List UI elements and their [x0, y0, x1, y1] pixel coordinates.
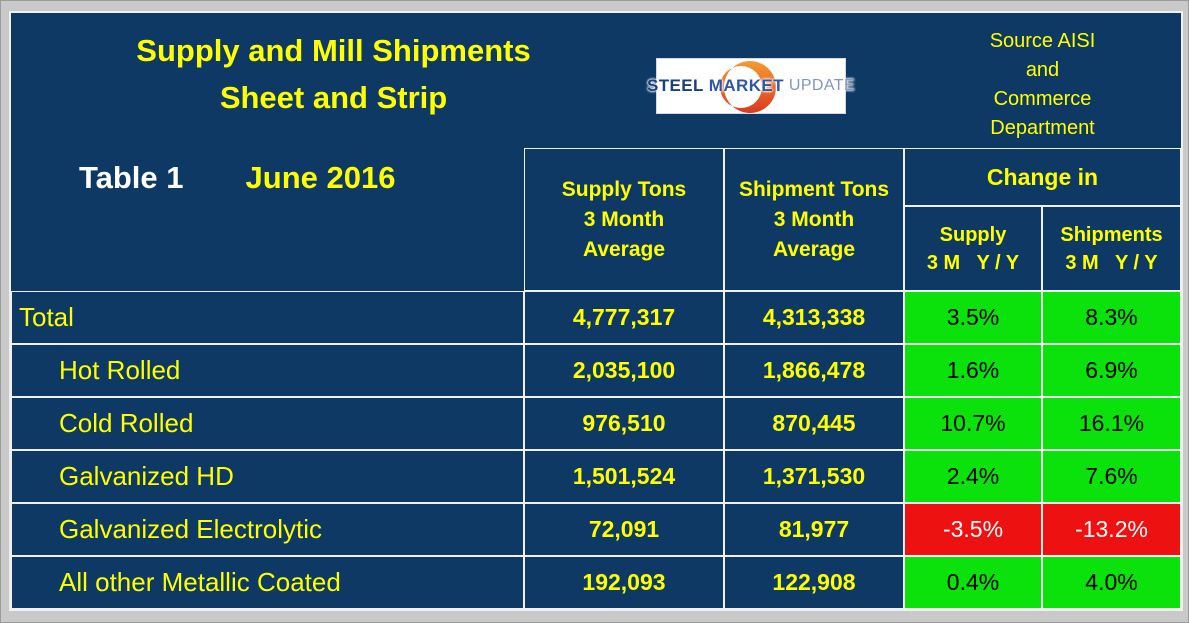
column-header-supply-tons: Supply Tons 3 Month Average	[524, 148, 724, 291]
supply-change-cell: 1.6%	[904, 344, 1042, 397]
header-line: Supply Tons	[561, 177, 687, 201]
logo-word-update: UPDATE	[788, 77, 856, 94]
column-header-change-shipments: Shipments 3 M Y / Y	[1042, 206, 1181, 291]
top-band: Supply and Mill Shipments Sheet and Stri…	[11, 13, 1181, 148]
source-line: Commerce	[993, 88, 1092, 110]
source-note: Source AISI and Commerce Department	[904, 27, 1181, 143]
row-label: Cold Rolled	[11, 397, 524, 450]
shipment-value: 1,371,530	[724, 450, 904, 503]
table-grid: Supply and Mill Shipments Sheet and Stri…	[11, 13, 1181, 609]
shipment-change-cell: 7.6%	[1042, 450, 1181, 503]
supply-change-cell: 2.4%	[904, 450, 1042, 503]
source-line: Department	[990, 117, 1095, 139]
shipment-change-cell: 4.0%	[1042, 556, 1181, 609]
header-line: Shipments	[1060, 223, 1163, 246]
logo-crescent-icon	[720, 61, 776, 113]
source-line: and	[1025, 59, 1060, 81]
header-line: Supply	[939, 223, 1007, 246]
shipment-change-cell: 8.3%	[1042, 291, 1181, 344]
shipment-value: 122,908	[724, 556, 904, 609]
column-header-shipment-tons: Shipment Tons 3 Month Average	[724, 148, 904, 291]
logo-text: STEEL MARKET UPDATE	[647, 59, 855, 113]
logo-word-steel: STEEL	[646, 76, 704, 95]
row-label: All other Metallic Coated	[11, 556, 524, 609]
supply-change-cell: 10.7%	[904, 397, 1042, 450]
row-label: Total	[11, 291, 524, 344]
supply-change-cell: 3.5%	[904, 291, 1042, 344]
supply-value: 72,091	[524, 503, 724, 556]
header-line: 3 Month	[773, 207, 855, 231]
table-number-label: Table 1	[79, 160, 184, 195]
row-label: Galvanized HD	[11, 450, 524, 503]
page-title-line1: Supply and Mill Shipments	[136, 33, 531, 68]
supply-value: 976,510	[524, 397, 724, 450]
shipment-value: 81,977	[724, 503, 904, 556]
shipment-change-cell: -13.2%	[1042, 503, 1181, 556]
shipment-change-cell: 16.1%	[1042, 397, 1181, 450]
header-line: Shipment Tons	[738, 177, 890, 201]
row-label: Galvanized Electrolytic	[11, 503, 524, 556]
column-header-change-in: Change in	[904, 148, 1181, 206]
supply-change-cell: -3.5%	[904, 503, 1042, 556]
page-title-line2: Sheet and Strip	[219, 80, 448, 115]
logo-word-market: MARKET	[708, 76, 784, 95]
table-info: Table 1 June 2016	[11, 148, 524, 291]
header-line: Average	[772, 237, 856, 261]
header-line: Average	[582, 237, 666, 261]
header-line: Change in	[986, 163, 1099, 190]
page-title: Supply and Mill Shipments Sheet and Stri…	[11, 27, 656, 121]
header-line: 3 Month	[583, 207, 665, 231]
shipment-value: 4,313,338	[724, 291, 904, 344]
supply-value: 1,501,524	[524, 450, 724, 503]
table-date-label: June 2016	[245, 160, 396, 195]
supply-value: 4,777,317	[524, 291, 724, 344]
shipment-value: 1,866,478	[724, 344, 904, 397]
supply-change-cell: 0.4%	[904, 556, 1042, 609]
row-label: Hot Rolled	[11, 344, 524, 397]
steel-market-update-logo: STEEL MARKET UPDATE	[647, 58, 855, 114]
source-line: Source AISI	[989, 30, 1096, 52]
header-line: 3 M Y / Y	[1065, 251, 1158, 274]
column-header-change-supply: Supply 3 M Y / Y	[904, 206, 1042, 291]
shipment-value: 870,445	[724, 397, 904, 450]
table-panel: Supply and Mill Shipments Sheet and Stri…	[9, 11, 1183, 611]
header-line: 3 M Y / Y	[926, 251, 1020, 274]
supply-value: 2,035,100	[524, 344, 724, 397]
supply-value: 192,093	[524, 556, 724, 609]
shipment-change-cell: 6.9%	[1042, 344, 1181, 397]
